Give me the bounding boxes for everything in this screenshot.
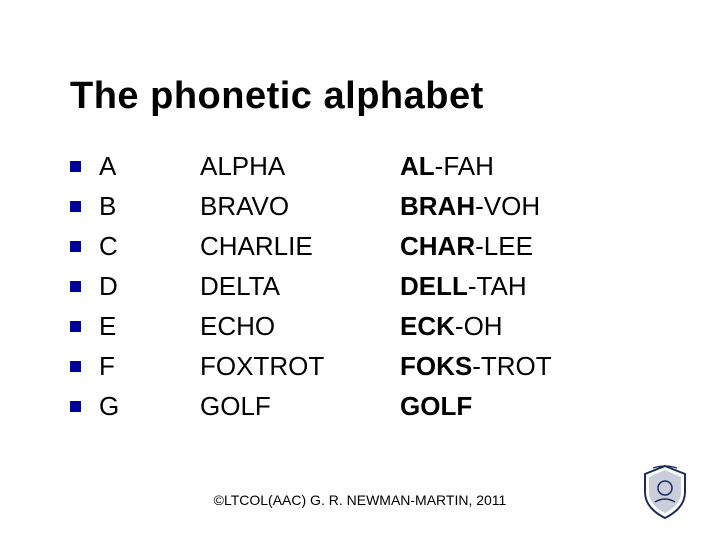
bullet-icon — [70, 361, 81, 372]
letter: A — [99, 151, 116, 182]
bullet-icon — [70, 401, 81, 412]
phonetic-word: ECHO — [200, 311, 275, 342]
pronunciation-stress: DELL — [400, 271, 468, 302]
list-item: FOKS-TROT — [400, 346, 650, 386]
pronunciation-stress: FOKS — [400, 351, 472, 382]
slide-footer: ©LTCOL(AAC) G. R. NEWMAN-MARTIN, 2011 — [0, 492, 720, 508]
phonetic-word: FOXTROT — [200, 351, 324, 382]
bullet-icon — [70, 161, 81, 172]
pronunciation-rest: -TAH — [468, 271, 527, 302]
list-item: ECK-OH — [400, 306, 650, 346]
list-item: BRAVO — [200, 186, 400, 226]
list-item: G — [70, 386, 200, 426]
letter: C — [99, 231, 118, 262]
letter: E — [99, 311, 116, 342]
phonetic-word: BRAVO — [200, 191, 289, 222]
list-item: GOLF — [400, 386, 650, 426]
phonetic-word: ALPHA — [200, 151, 285, 182]
list-item: CHAR-LEE — [400, 226, 650, 266]
crest-icon — [635, 462, 695, 522]
pronunciation-stress: CHAR — [400, 231, 475, 262]
words-column: ALPHA BRAVO CHARLIE DELTA ECHO FOXTROT G… — [200, 146, 400, 426]
phonetic-word: CHARLIE — [200, 231, 313, 262]
letters-column: A B C D E F G — [70, 146, 200, 426]
list-item: A — [70, 146, 200, 186]
list-item: BRAH-VOH — [400, 186, 650, 226]
slide-title: The phonetic alphabet — [70, 75, 650, 118]
list-item: C — [70, 226, 200, 266]
pronunciation-stress: AL — [400, 151, 435, 182]
list-item: ALPHA — [200, 146, 400, 186]
pronunciation-stress: BRAH — [400, 191, 475, 222]
letter: B — [99, 191, 116, 222]
list-item: B — [70, 186, 200, 226]
bullet-icon — [70, 281, 81, 292]
phonetic-word: GOLF — [200, 391, 271, 422]
pronunciation-rest: -FAH — [435, 151, 494, 182]
pronunciation-rest: -VOH — [475, 191, 540, 222]
slide: The phonetic alphabet A B C D E F G ALPH… — [0, 0, 720, 540]
bullet-icon — [70, 241, 81, 252]
list-item: ECHO — [200, 306, 400, 346]
list-item: F — [70, 346, 200, 386]
bullet-icon — [70, 321, 81, 332]
list-item: GOLF — [200, 386, 400, 426]
list-item: DELTA — [200, 266, 400, 306]
pronunciation-rest: -LEE — [475, 231, 533, 262]
list-item: D — [70, 266, 200, 306]
list-item: E — [70, 306, 200, 346]
pronunciation-stress: GOLF — [400, 391, 472, 422]
list-item: CHARLIE — [200, 226, 400, 266]
list-item: FOXTROT — [200, 346, 400, 386]
pronunciation-rest: -TROT — [472, 351, 551, 382]
bullet-icon — [70, 201, 81, 212]
list-item: DELL-TAH — [400, 266, 650, 306]
letter: F — [99, 351, 115, 382]
phonetic-word: DELTA — [200, 271, 280, 302]
letter: D — [99, 271, 118, 302]
letter: G — [99, 391, 119, 422]
pronunciation-column: AL-FAH BRAH-VOH CHAR-LEE DELL-TAH ECK-OH… — [400, 146, 650, 426]
list-item: AL-FAH — [400, 146, 650, 186]
pronunciation-stress: ECK — [400, 311, 455, 342]
content-columns: A B C D E F G ALPHA BRAVO CHARLIE DELTA … — [70, 146, 650, 426]
pronunciation-rest: -OH — [455, 311, 503, 342]
